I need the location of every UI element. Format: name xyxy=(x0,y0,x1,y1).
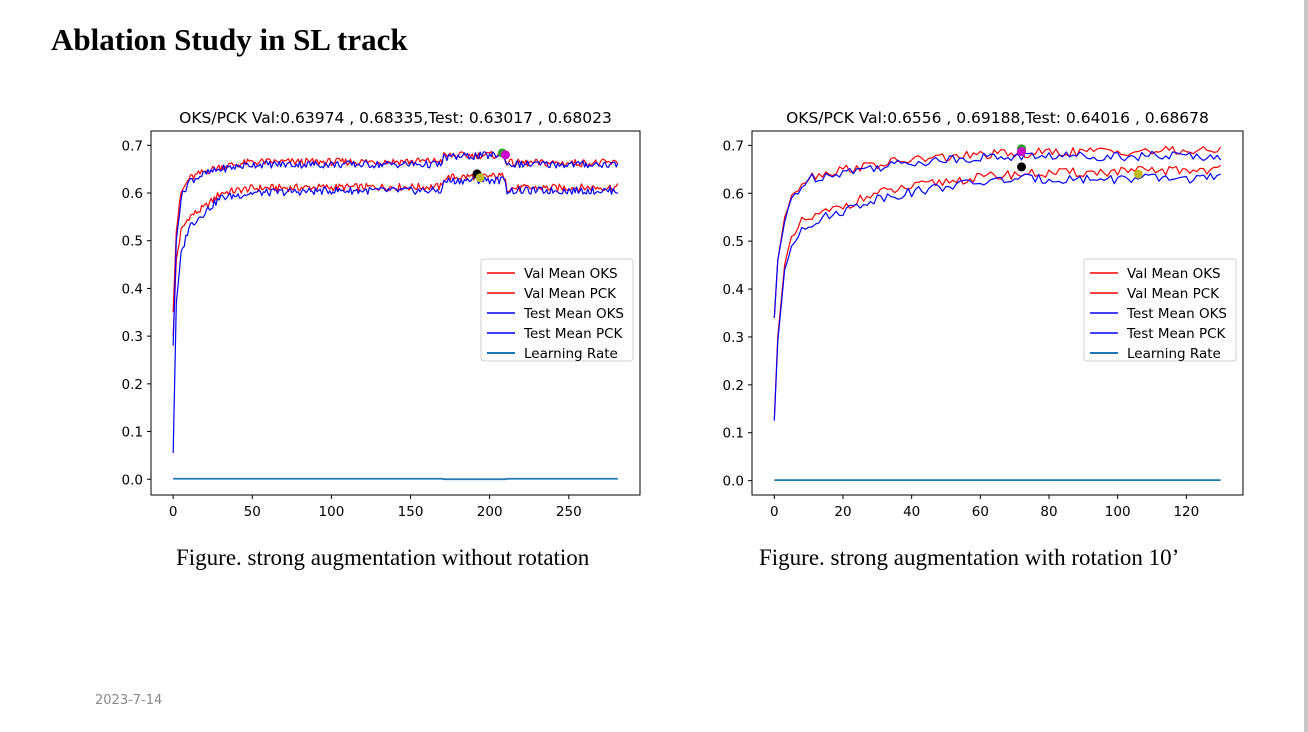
y-tick-label: 0.5 xyxy=(723,234,744,250)
chart-title: OKS/PCK Val:0.6556 , 0.69188,Test: 0.640… xyxy=(786,109,1209,127)
figure-caption-right: Figure. strong augmentation with rotatio… xyxy=(759,545,1180,570)
best-point-marker xyxy=(500,150,510,160)
legend-label: Val Mean PCK xyxy=(524,286,617,302)
legend-label: Test Mean OKS xyxy=(523,306,624,322)
chart-left: OKS/PCK Val:0.63974 , 0.68335,Test: 0.63… xyxy=(122,109,641,520)
y-tick-label: 0.3 xyxy=(122,329,143,345)
legend-label: Learning Rate xyxy=(1127,346,1221,362)
y-tick-label: 0.5 xyxy=(122,234,143,250)
y-tick-label: 0.2 xyxy=(122,377,143,393)
page-title: Ablation Study in SL track xyxy=(51,22,408,57)
best-point-marker xyxy=(1017,162,1027,172)
y-tick-label: 0.4 xyxy=(723,282,744,298)
y-tick-label: 0.1 xyxy=(723,426,744,442)
legend-label: Test Mean PCK xyxy=(523,326,624,342)
x-tick-label: 60 xyxy=(972,504,989,520)
x-tick-label: 100 xyxy=(319,504,345,520)
slide-border xyxy=(1304,0,1308,732)
legend-label: Val Mean PCK xyxy=(1127,286,1220,302)
legend-label: Learning Rate xyxy=(524,346,618,362)
x-tick-label: 0 xyxy=(169,504,178,520)
y-tick-label: 0.2 xyxy=(723,378,744,394)
y-tick-label: 0.0 xyxy=(122,472,143,488)
y-tick-label: 0.0 xyxy=(723,474,744,490)
y-tick-label: 0.4 xyxy=(122,281,143,297)
legend-box xyxy=(1083,258,1237,362)
x-tick-label: 100 xyxy=(1105,504,1131,520)
x-tick-label: 20 xyxy=(834,504,851,520)
legend-label: Val Mean OKS xyxy=(1127,266,1221,282)
x-tick-label: 0 xyxy=(770,504,779,520)
x-tick-label: 120 xyxy=(1173,504,1199,520)
legend: Val Mean OKS Val Mean PCK Test Mean OKS Tes… xyxy=(480,258,634,362)
best-point-marker xyxy=(475,173,485,183)
legend-box xyxy=(480,258,634,362)
x-tick-label: 150 xyxy=(398,504,424,520)
series-line-test-mean-oks xyxy=(773,172,1221,421)
chart-title: OKS/PCK Val:0.63974 , 0.68335,Test: 0.63… xyxy=(179,109,612,127)
plot-area xyxy=(172,150,619,481)
y-tick-label: 0.7 xyxy=(723,138,744,154)
slide-date: 2023-7-14 xyxy=(95,693,163,708)
x-tick-label: 80 xyxy=(1040,504,1057,520)
y-tick-label: 0.7 xyxy=(122,138,143,154)
y-tick-label: 0.3 xyxy=(723,330,744,346)
y-tick-label: 0.6 xyxy=(723,186,744,202)
series-line-test-mean-oks xyxy=(172,176,619,454)
axes-frame xyxy=(150,130,641,496)
legend-label: Val Mean OKS xyxy=(524,266,618,282)
axes-frame xyxy=(751,130,1244,496)
best-point-marker xyxy=(1133,169,1143,179)
x-tick-label: 200 xyxy=(477,504,503,520)
chart-right: OKS/PCK Val:0.6556 , 0.69188,Test: 0.640… xyxy=(723,109,1244,520)
x-tick-label: 40 xyxy=(903,504,920,520)
y-tick-label: 0.6 xyxy=(122,186,143,202)
figure-caption-left: Figure. strong augmentation without rota… xyxy=(176,545,590,570)
x-tick-label: 50 xyxy=(244,504,261,520)
best-point-marker xyxy=(1017,147,1027,157)
x-tick-label: 250 xyxy=(556,504,582,520)
y-tick-label: 0.1 xyxy=(122,425,143,441)
series-line-test-mean-pck xyxy=(773,150,1222,318)
series-line-test-mean-pck xyxy=(172,151,619,346)
legend-label: Test Mean OKS xyxy=(1126,306,1227,322)
legend: Val Mean OKS Val Mean PCK Test Mean OKS Tes… xyxy=(1083,258,1237,362)
legend-label: Test Mean PCK xyxy=(1126,326,1227,342)
plot-area xyxy=(773,145,1222,482)
